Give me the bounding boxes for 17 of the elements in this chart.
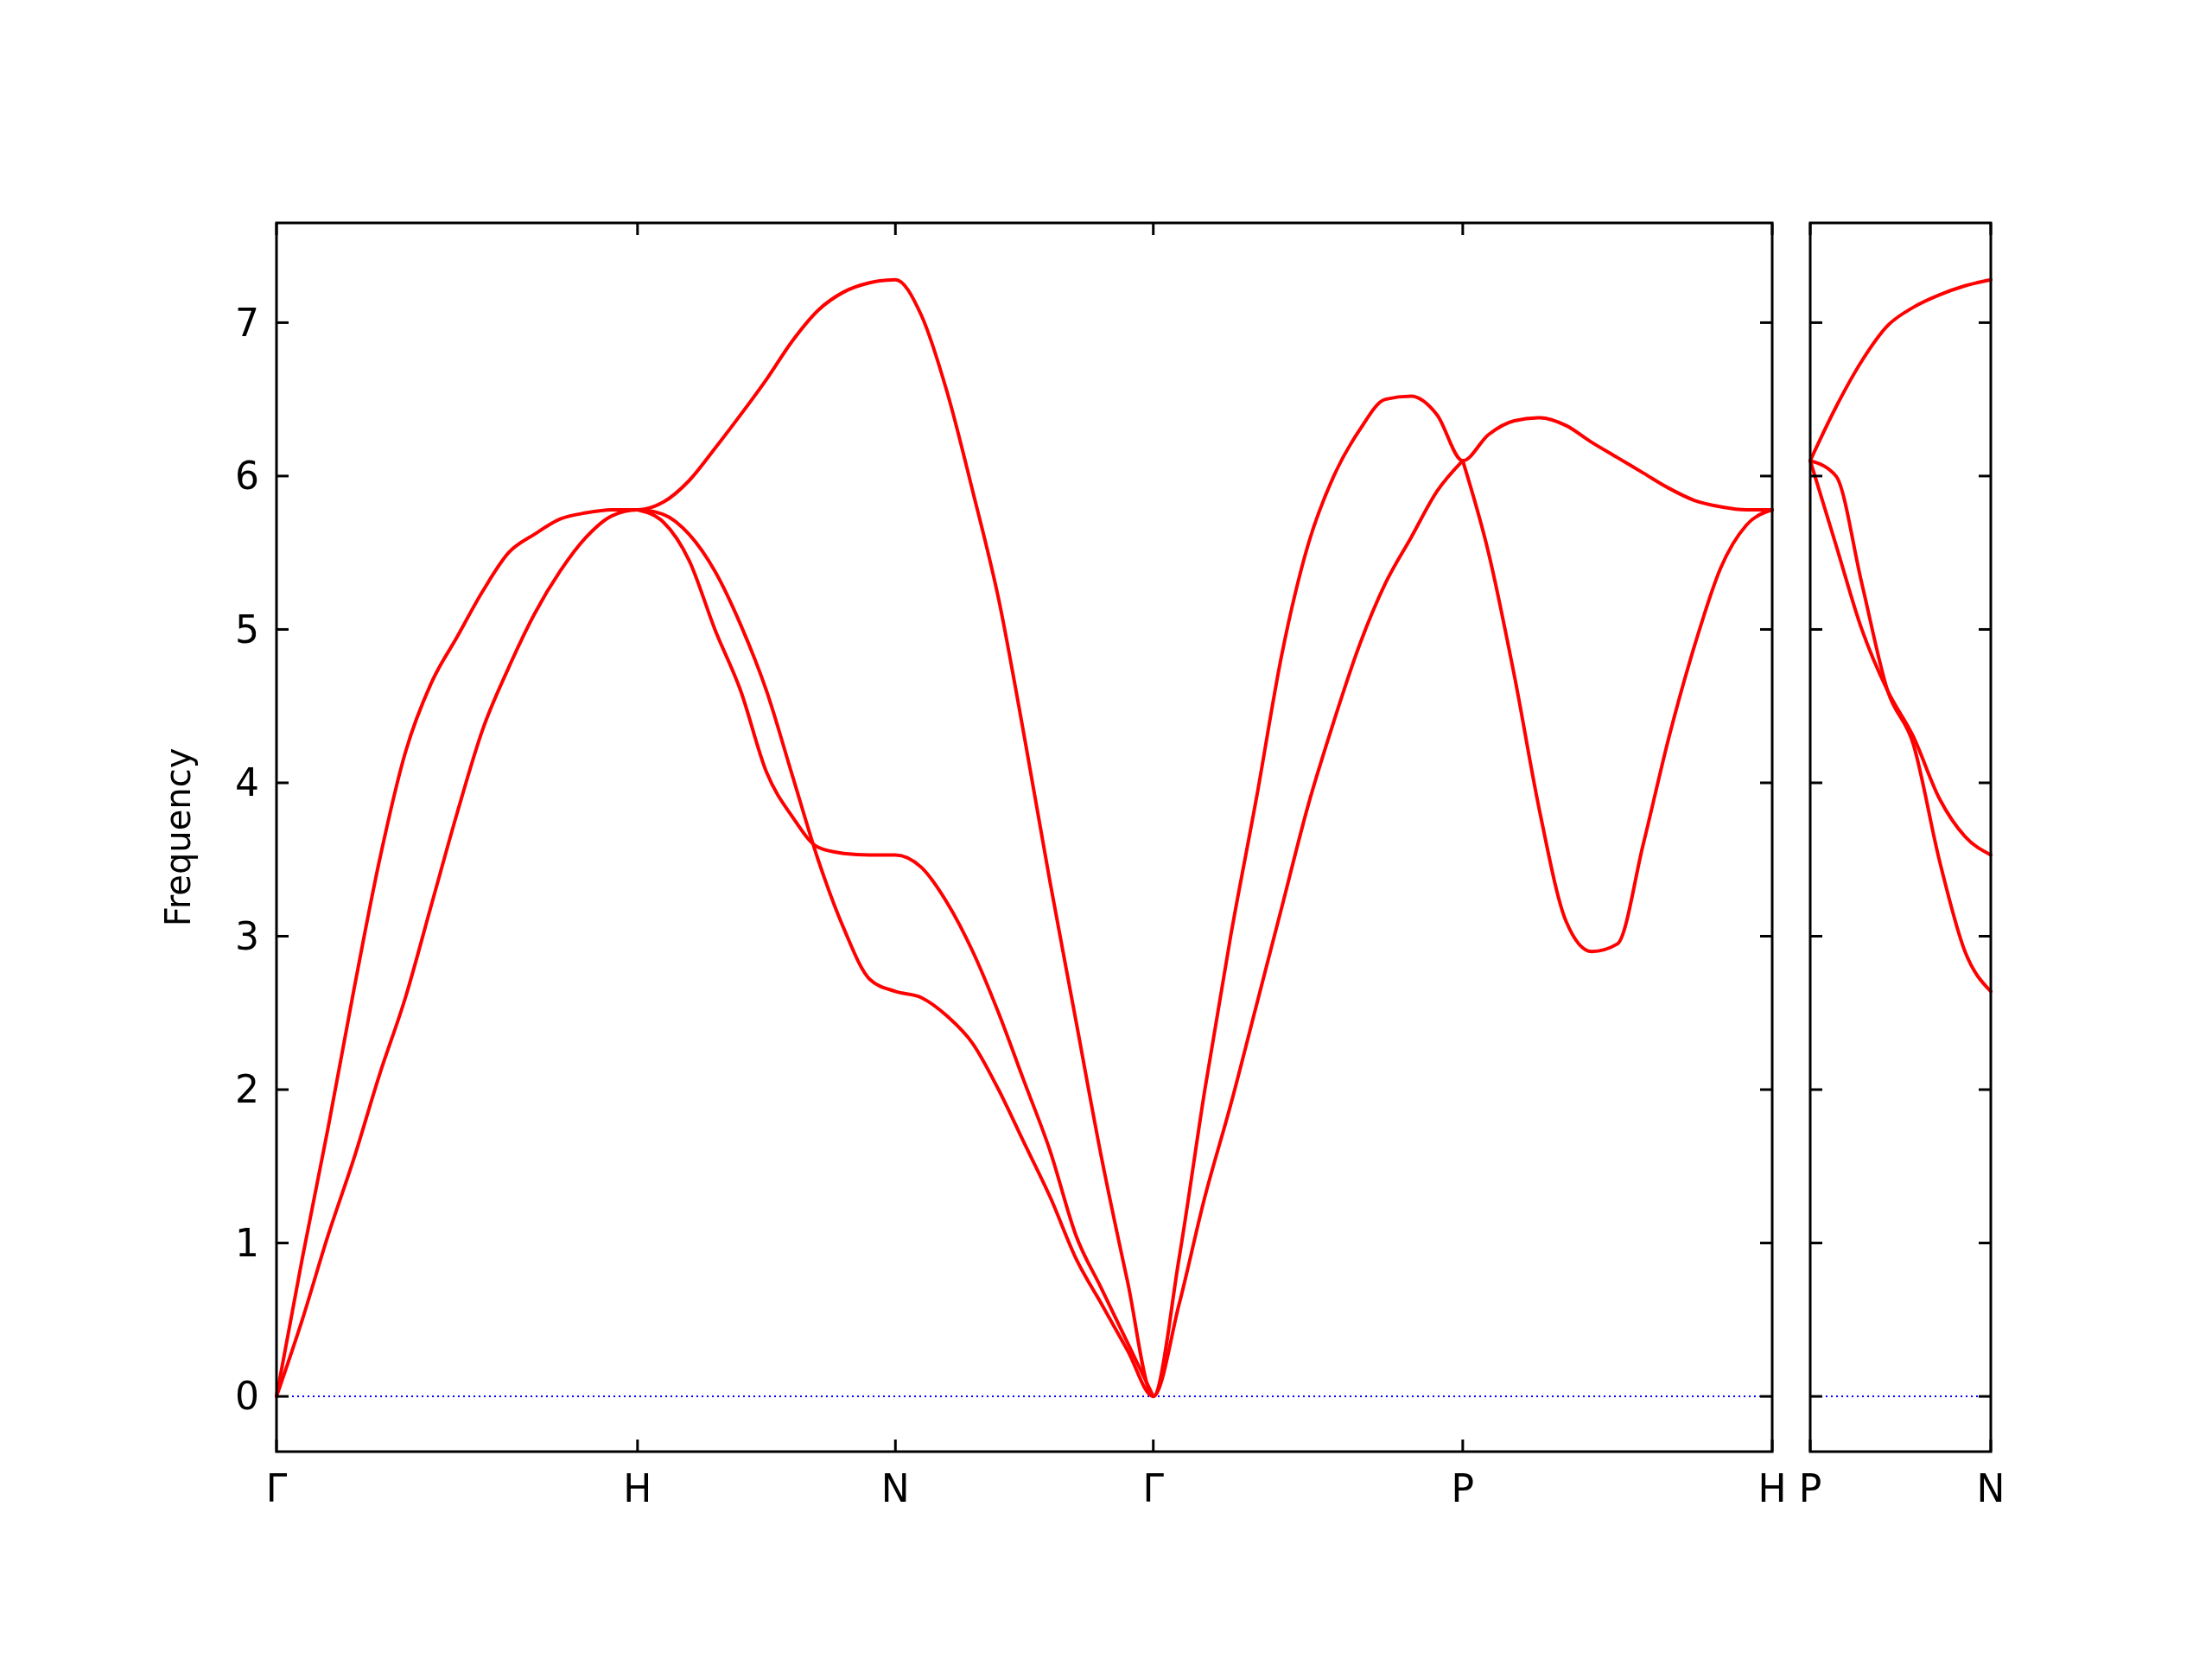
x-tick-label: P [1798, 1466, 1822, 1510]
y-axis-title: Frequency [158, 747, 198, 927]
y-tick-label: 0 [235, 1374, 259, 1419]
y-tick-label: 7 [235, 300, 259, 345]
x-tick-label: N [1976, 1466, 2005, 1510]
y-tick-label: 1 [235, 1220, 259, 1265]
y-tick-label: 4 [235, 760, 259, 805]
x-tick-label: N [880, 1466, 910, 1510]
y-tick-label: 5 [235, 607, 259, 652]
x-tick-label: Γ [265, 1466, 288, 1510]
x-tick-label: P [1451, 1466, 1475, 1510]
x-tick-label: H [1758, 1466, 1787, 1510]
y-tick-label: 2 [235, 1067, 259, 1112]
x-tick-label: Γ [1142, 1466, 1165, 1510]
x-tick-label: H [623, 1466, 652, 1510]
y-tick-label: 3 [235, 913, 259, 958]
y-tick-label: 6 [235, 454, 259, 499]
